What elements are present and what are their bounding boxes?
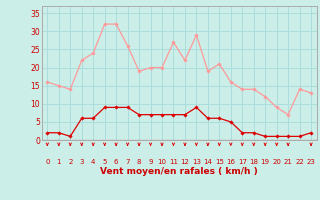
X-axis label: Vent moyen/en rafales ( km/h ): Vent moyen/en rafales ( km/h ): [100, 167, 258, 176]
